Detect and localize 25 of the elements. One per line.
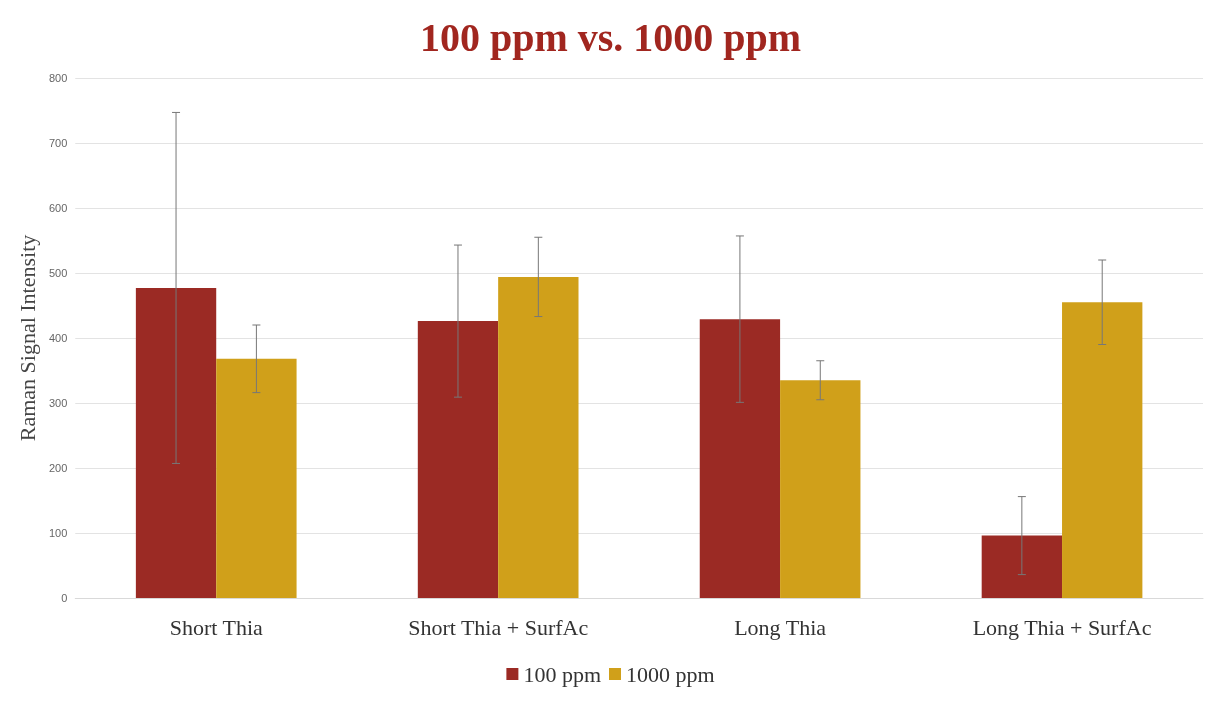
bar	[498, 276, 579, 598]
x-tick-label: Short Thia + SurfAc	[408, 614, 589, 640]
y-axis-title: Raman Signal Intensity	[14, 234, 40, 442]
bar	[699, 319, 781, 598]
x-tick-label: Long Thia + SurfAc	[972, 614, 1152, 640]
y-tick-label: 600	[48, 202, 68, 214]
bar	[981, 535, 1063, 598]
chart-title: 100 ppm vs. 1000 ppm	[419, 14, 802, 60]
y-tick-label: 700	[48, 137, 68, 149]
legend-label: 100 ppm	[523, 661, 602, 687]
x-tick-label: Short Thia	[169, 614, 263, 640]
x-tick-label: Long Thia	[734, 614, 827, 640]
legend-label: 1000 ppm	[626, 661, 715, 687]
bar	[417, 321, 499, 598]
y-tick-label: 800	[48, 72, 68, 84]
y-tick-label: 100	[48, 527, 68, 539]
y-tick-label: 400	[48, 332, 68, 344]
y-tick-label: 200	[48, 462, 68, 474]
y-tick-label: 300	[48, 397, 68, 409]
bar	[1062, 302, 1143, 598]
y-tick-label: 500	[48, 267, 68, 279]
bar	[780, 380, 861, 598]
bar	[135, 287, 217, 598]
bar	[216, 358, 297, 598]
y-tick-label: 0	[61, 592, 68, 604]
